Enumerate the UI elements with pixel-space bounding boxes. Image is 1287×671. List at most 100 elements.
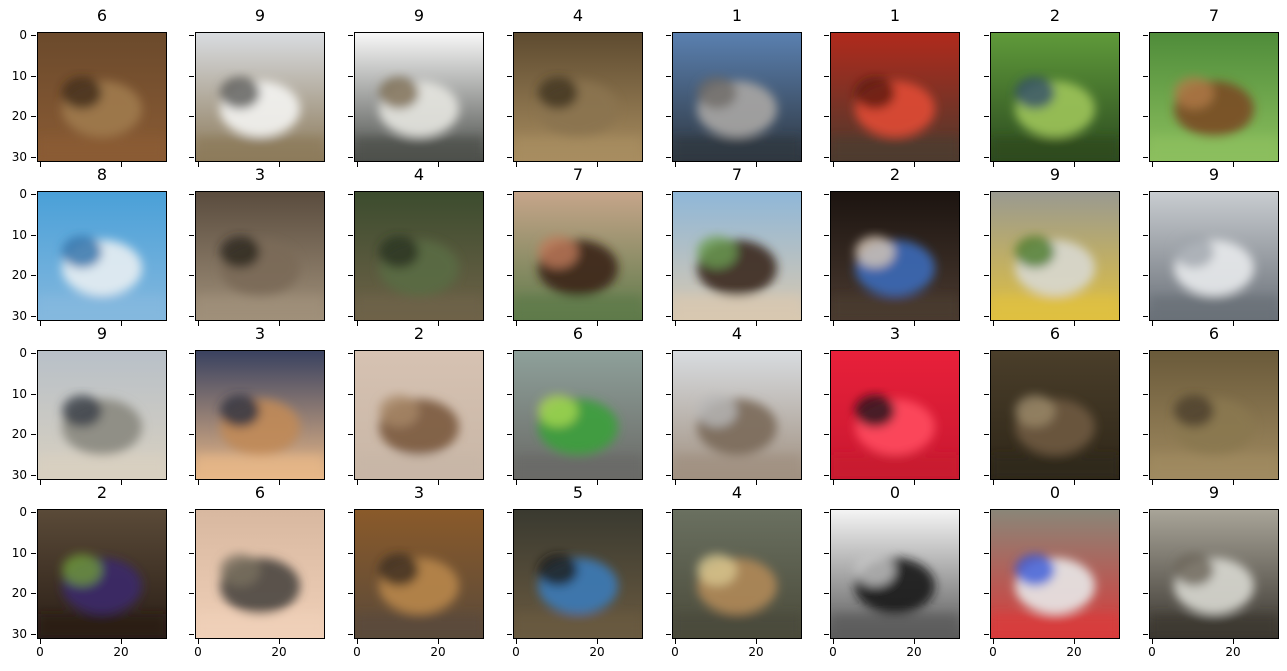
image-panel: 9 0 20 (1149, 509, 1279, 639)
x-tick (121, 639, 122, 644)
y-tick (348, 434, 353, 435)
y-tick (507, 634, 512, 635)
image-frame (513, 350, 643, 480)
y-tick (824, 553, 829, 554)
y-tick (507, 157, 512, 158)
image-frame (990, 509, 1120, 639)
x-tick-label: 0 (660, 646, 690, 658)
y-tick (824, 194, 829, 195)
x-tick-label: 20 (106, 646, 136, 658)
image-title: 9 (195, 7, 325, 25)
truck-photo (355, 33, 483, 161)
x-tick-label: 0 (183, 646, 213, 658)
y-tick (31, 194, 36, 195)
y-tick-label: 30 (0, 151, 27, 163)
x-tick-label: 20 (1059, 646, 1089, 658)
y-tick (189, 353, 194, 354)
y-tick (31, 634, 36, 635)
image-panel: 8 0 10 20 30 (37, 191, 167, 321)
image-frame (513, 509, 643, 639)
y-tick-label: 0 (0, 506, 27, 518)
y-tick (1143, 275, 1148, 276)
horse-photo (1150, 33, 1278, 161)
x-tick-label: 0 (978, 646, 1008, 658)
image-frame (672, 191, 802, 321)
y-tick (666, 512, 671, 513)
y-tick (666, 634, 671, 635)
bird-photo (355, 351, 483, 479)
x-tick-label: 20 (899, 646, 929, 658)
y-tick (31, 316, 36, 317)
image-title: 4 (672, 325, 802, 343)
image-title: 4 (672, 484, 802, 502)
y-tick (1143, 194, 1148, 195)
image-frame (1149, 191, 1279, 321)
image-frame (830, 350, 960, 480)
y-tick (507, 316, 512, 317)
image-panel: 3 (830, 350, 960, 480)
y-tick (666, 316, 671, 317)
image-panel: 6 (1149, 350, 1279, 480)
image-panel: 4 (354, 191, 484, 321)
y-tick (348, 76, 353, 77)
x-tick (675, 639, 676, 644)
y-tick (824, 316, 829, 317)
bird-photo (831, 192, 959, 320)
image-panel: 0 0 20 (990, 509, 1120, 639)
y-tick-label: 10 (0, 229, 27, 241)
y-tick (348, 235, 353, 236)
image-title: 3 (195, 325, 325, 343)
y-tick (189, 475, 194, 476)
y-tick (984, 35, 989, 36)
image-title: 0 (990, 484, 1120, 502)
y-tick (984, 512, 989, 513)
image-title: 7 (513, 166, 643, 184)
truck-photo (1150, 192, 1278, 320)
y-tick (824, 35, 829, 36)
image-frame (354, 32, 484, 162)
deer-photo (514, 33, 642, 161)
image-title: 9 (1149, 484, 1279, 502)
image-panel: 4 0 20 (672, 509, 802, 639)
y-tick (666, 593, 671, 594)
image-frame (354, 350, 484, 480)
airplane-photo (991, 510, 1119, 638)
image-frame (672, 509, 802, 639)
y-tick (1143, 475, 1148, 476)
y-tick (189, 512, 194, 513)
y-tick (666, 235, 671, 236)
image-title: 2 (354, 325, 484, 343)
ship-photo (38, 192, 166, 320)
automobile-photo (831, 33, 959, 161)
image-panel: 9 0 10 20 30 (37, 350, 167, 480)
y-tick (824, 394, 829, 395)
y-tick (984, 353, 989, 354)
image-title: 2 (830, 166, 960, 184)
y-tick (507, 475, 512, 476)
image-panel: 9 (354, 32, 484, 162)
image-panel: 3 0 20 (354, 509, 484, 639)
y-tick (31, 235, 36, 236)
image-panel: 1 (830, 32, 960, 162)
image-title: 7 (672, 166, 802, 184)
frog-photo (196, 510, 324, 638)
y-tick (507, 235, 512, 236)
y-tick (348, 316, 353, 317)
horse-photo (673, 192, 801, 320)
y-tick (348, 634, 353, 635)
y-tick (348, 394, 353, 395)
image-frame (195, 509, 325, 639)
x-tick (756, 639, 757, 644)
image-title: 9 (37, 325, 167, 343)
y-tick (507, 512, 512, 513)
image-panel: 6 (990, 350, 1120, 480)
deer-photo (673, 510, 801, 638)
y-tick (666, 275, 671, 276)
image-title: 5 (513, 484, 643, 502)
y-tick (31, 35, 36, 36)
y-tick (348, 512, 353, 513)
y-tick (507, 194, 512, 195)
y-tick-label: 0 (0, 347, 27, 359)
y-tick (189, 593, 194, 594)
image-panel: 7 (672, 191, 802, 321)
